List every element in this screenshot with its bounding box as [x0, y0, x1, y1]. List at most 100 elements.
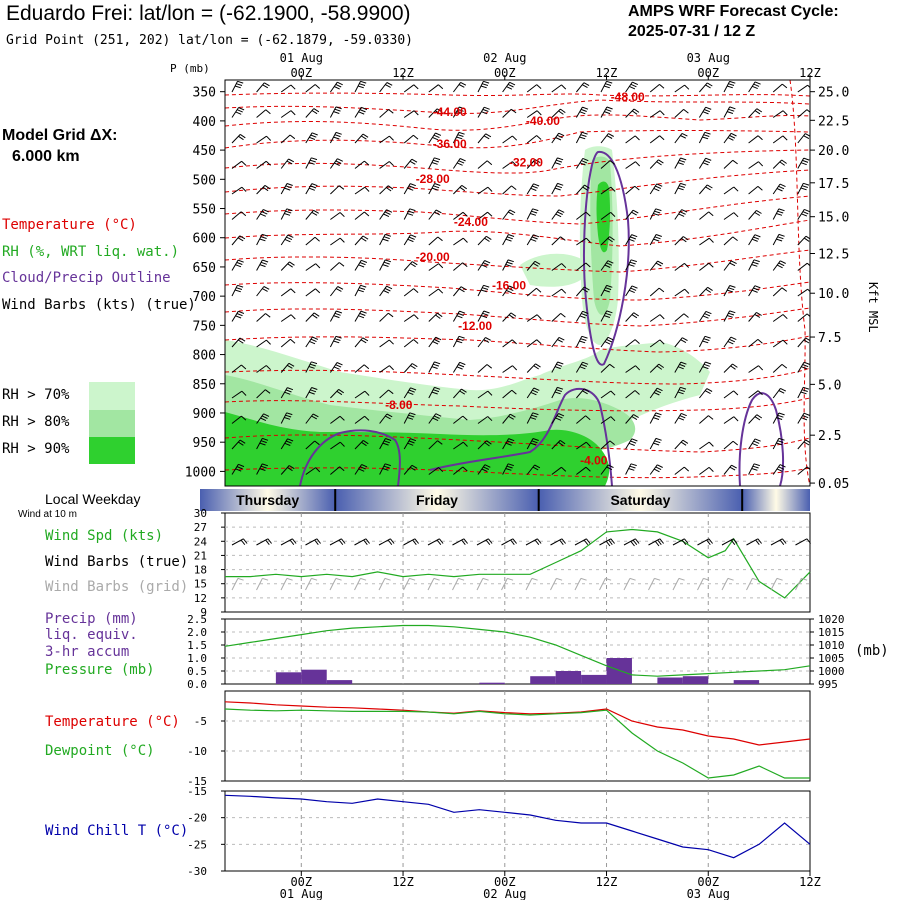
wind-barb-245 — [354, 337, 369, 348]
page-title: Eduardo Frei: lat/lon = (-62.1900, -58.9… — [6, 2, 411, 25]
wind-barb-9 — [453, 81, 467, 93]
wind-barb-92 — [723, 159, 738, 169]
windchill-line — [224, 794, 811, 859]
wind-barb-334 — [772, 412, 785, 424]
wind-speed-line — [225, 528, 811, 599]
wind-barb-115 — [699, 184, 713, 195]
wind-barb-110 — [576, 184, 590, 195]
wind-barb-340 — [330, 441, 345, 450]
windchill-panel-ytick-label-3: -30 — [187, 865, 207, 878]
legend-cloud-outline: Cloud/Precip Outline — [2, 270, 171, 286]
legend-rh90: RH > 90% — [2, 441, 70, 457]
wind-barb-203 — [502, 285, 515, 297]
p-tick-label-3: 500 — [193, 173, 216, 188]
wind-barb-297 — [453, 388, 467, 399]
wind-barb-167 — [797, 235, 810, 246]
wind-barb-146 — [280, 234, 294, 246]
wind-barb-109 — [551, 182, 564, 195]
wind-barb-128 — [428, 209, 442, 220]
wind-barb-61 — [551, 132, 565, 144]
wind-barb-296 — [428, 386, 441, 399]
wind-barb-200 — [428, 288, 444, 297]
p-tick-label-13: 1000 — [185, 465, 216, 480]
wind-barb-65 — [649, 135, 665, 144]
surface-barb-2 — [280, 538, 297, 546]
wind-barb-67 — [698, 131, 711, 144]
wind-barb-129 — [453, 211, 468, 220]
precip-bar-7 — [606, 658, 632, 684]
wind-barb-211 — [699, 286, 713, 297]
wind-barb-280 — [625, 365, 641, 373]
wind-barb-293 — [354, 390, 370, 399]
wind-barb-70 — [772, 135, 788, 144]
precip-bar-2 — [326, 680, 353, 684]
wind-barb-39 — [600, 106, 613, 118]
wind-barb-199 — [403, 288, 419, 297]
kft-tick-label-5: 12.5 — [818, 247, 849, 262]
wind-barb-291 — [305, 387, 318, 399]
legend-wind-barbs-true: Wind Barbs (true) — [45, 554, 189, 570]
wind-barb-107 — [502, 185, 517, 195]
wind-barb-88 — [625, 161, 641, 169]
p-tick-label-8: 750 — [193, 319, 216, 334]
kft-tick-label-8: 5.0 — [818, 378, 841, 393]
surface-barb-17 — [648, 538, 664, 547]
wind-barb-350 — [576, 441, 591, 450]
weekday-title: Local Weekday — [45, 491, 141, 507]
wind-barb-359 — [797, 439, 810, 450]
wind-barb-349 — [551, 439, 566, 450]
wind-barb-0 — [231, 80, 244, 93]
isotherm-label-0: -48.00 — [611, 90, 645, 104]
wind-barb-289 — [256, 389, 271, 399]
precip-panel-ytick-label-4: 2.0 — [187, 626, 207, 639]
wind-barb-250 — [477, 337, 491, 348]
precip-bar-6 — [581, 674, 607, 684]
wind-barb-230 — [575, 310, 589, 322]
wind-barb-104 — [428, 183, 441, 195]
wind-barb-380 — [723, 464, 737, 475]
legend-wind-barbs-grid: Wind Barbs (grid) — [45, 579, 189, 595]
rh-region-5 — [225, 412, 610, 486]
wind-barb-286 — [772, 364, 788, 373]
kft-tick-label-2: 20.0 — [818, 144, 849, 159]
model-grid-value: 6.000 km — [12, 148, 80, 165]
grid-barb-21 — [746, 577, 759, 591]
wind-barb-315 — [305, 413, 319, 424]
wind-barb-303 — [600, 390, 616, 399]
wind-barb-311 — [797, 386, 810, 399]
wind-barb-139 — [699, 211, 714, 220]
p-tick-label-4: 550 — [193, 203, 216, 218]
wind-panel-ytick-label-4: 21 — [194, 549, 207, 562]
surface-barb-6 — [378, 538, 395, 546]
legend-precip-accum: 3-hr accum — [45, 644, 130, 660]
isotherm-5 — [225, 169, 810, 197]
wind-barb-152 — [428, 236, 443, 246]
temp-panel-ytick-label-0: -5 — [194, 715, 207, 728]
surface-barb-11 — [501, 538, 517, 546]
wind-barb-235 — [698, 310, 712, 322]
wind-barb-275 — [502, 365, 518, 373]
wind-barb-134 — [576, 211, 591, 220]
wind-barb-329 — [649, 412, 662, 424]
kft-tick-label-9: 2.5 — [818, 429, 841, 444]
wind-barb-16 — [625, 81, 639, 93]
wind-barb-116 — [723, 186, 739, 195]
wind-barb-158 — [576, 237, 591, 246]
wind-barb-162 — [674, 236, 689, 246]
wind-barb-74 — [280, 158, 295, 169]
wind-panel-ytick-label-5: 24 — [194, 535, 208, 548]
wind-barb-78 — [379, 161, 394, 169]
wind-barb-227 — [502, 312, 517, 322]
grid-barb-23 — [795, 577, 808, 591]
wind-barb-3 — [305, 84, 321, 93]
wind-barb-382 — [772, 464, 786, 475]
wind-barb-214 — [772, 287, 788, 297]
wind-barb-294 — [379, 389, 394, 399]
wind-barb-240 — [231, 337, 246, 348]
isotherm-12 — [225, 367, 810, 385]
wind-barb-266 — [280, 362, 295, 373]
wind-barb-261 — [748, 339, 763, 348]
wind-barb-112 — [625, 185, 640, 195]
precip-bar-9 — [682, 676, 709, 684]
wind-barb-284 — [723, 363, 738, 373]
